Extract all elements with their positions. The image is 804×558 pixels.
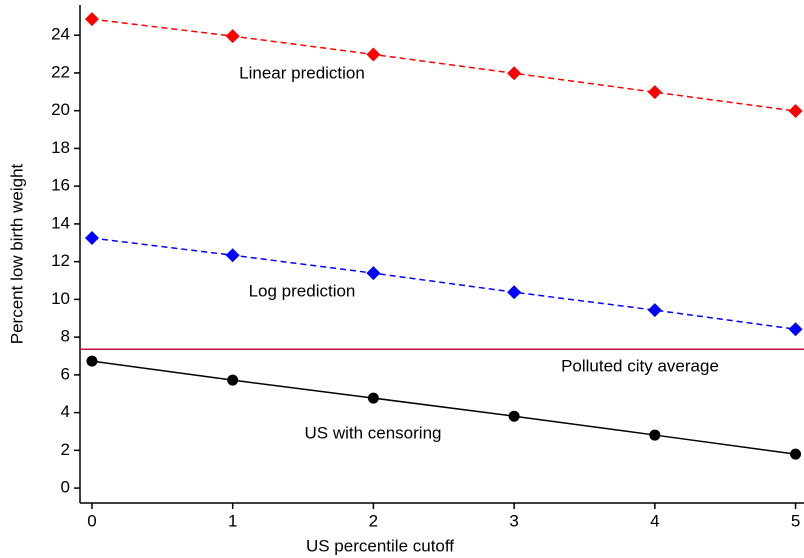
y-tick-label: 16: [51, 176, 70, 195]
marker: [366, 47, 381, 62]
y-tick-label: 0: [61, 478, 70, 497]
marker: [507, 66, 522, 81]
marker: [366, 266, 381, 281]
series-line: [91, 18, 796, 112]
x-tick-label: 4: [650, 511, 659, 530]
y-tick-label: 18: [51, 138, 70, 157]
series-line: [91, 360, 796, 455]
marker: [225, 248, 240, 263]
marker: [507, 285, 522, 300]
marker: [227, 374, 239, 386]
y-tick-label: 22: [51, 62, 70, 81]
x-tick-label: 2: [369, 511, 378, 530]
series-label: Log prediction: [249, 281, 356, 300]
series-label: Linear prediction: [239, 63, 365, 82]
x-tick-label: 3: [509, 511, 518, 530]
series-line: [91, 237, 796, 330]
marker: [647, 303, 662, 318]
marker: [84, 12, 99, 27]
x-tick-label: 1: [228, 511, 237, 530]
marker: [790, 448, 802, 460]
marker: [367, 392, 379, 404]
marker: [84, 231, 99, 246]
marker: [225, 29, 240, 44]
y-axis-title: Percent low birth weight: [7, 163, 26, 344]
series-label: US with censoring: [304, 423, 441, 442]
y-tick-label: 10: [51, 289, 70, 308]
y-tick-label: 4: [61, 402, 70, 421]
reference-label: Polluted city average: [561, 356, 719, 375]
marker: [647, 85, 662, 100]
x-tick-label: 0: [87, 511, 96, 530]
y-tick-label: 8: [61, 327, 70, 346]
y-tick-label: 14: [51, 213, 70, 232]
y-tick-label: 20: [51, 100, 70, 119]
y-tick-label: 2: [61, 440, 70, 459]
x-tick-label: 5: [791, 511, 800, 530]
y-tick-label: 6: [61, 364, 70, 383]
y-tick-label: 12: [51, 251, 70, 270]
x-axis-title: US percentile cutoff: [306, 536, 454, 555]
marker: [788, 104, 803, 119]
y-tick-label: 24: [51, 25, 70, 44]
marker: [788, 322, 803, 337]
marker: [508, 410, 520, 422]
marker: [649, 429, 661, 441]
marker: [86, 355, 98, 367]
